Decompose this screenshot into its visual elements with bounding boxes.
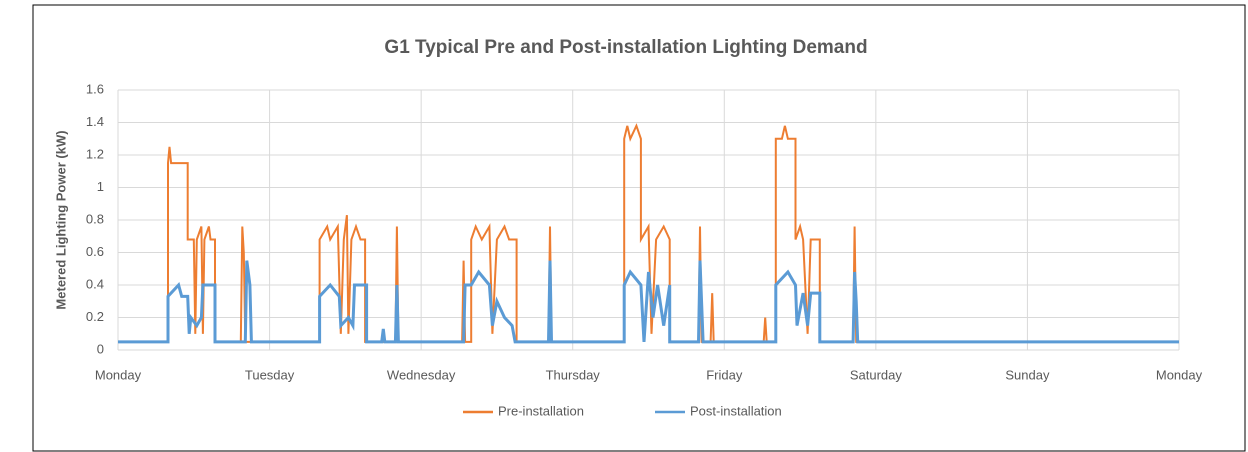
x-tick-label: Monday bbox=[95, 367, 142, 382]
y-tick-label: 0 bbox=[97, 341, 104, 356]
chart-frame bbox=[32, 4, 1246, 452]
y-tick-label: 0.2 bbox=[86, 309, 104, 324]
y-tick-label: 1.4 bbox=[86, 114, 104, 129]
data-line bbox=[118, 260, 1179, 344]
y-tick-label: 0.6 bbox=[86, 244, 104, 259]
y-tick-label: 1.2 bbox=[86, 146, 104, 161]
x-tick-label: Sunday bbox=[1005, 367, 1050, 382]
y-axis-label: Metered Lighting Power (kW) bbox=[53, 130, 68, 309]
chart-title: G1 Typical Pre and Post-installation Lig… bbox=[384, 37, 867, 58]
x-tick-label: Monday bbox=[1156, 367, 1203, 382]
x-tick-label: Wednesday bbox=[387, 367, 456, 382]
x-tick-label: Saturday bbox=[850, 367, 903, 382]
y-tick-label: 1 bbox=[97, 179, 104, 194]
y-tick-label: 0.4 bbox=[86, 276, 104, 291]
x-tick-label: Thursday bbox=[546, 367, 601, 382]
x-tick-label: Friday bbox=[706, 367, 743, 382]
x-tick-label: Tuesday bbox=[245, 367, 295, 382]
legend-label: Pre-installation bbox=[498, 403, 584, 418]
legend-label: Post-installation bbox=[690, 403, 782, 418]
y-tick-label: 0.8 bbox=[86, 211, 104, 226]
y-tick-label: 1.6 bbox=[86, 81, 104, 96]
